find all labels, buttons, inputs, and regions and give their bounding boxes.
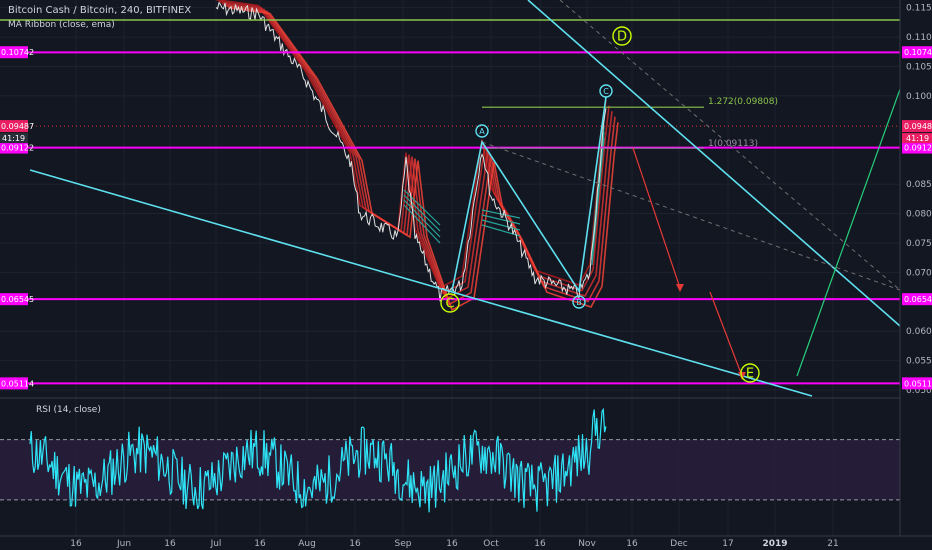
time-axis: 16 Jun 16 Jul 16 Aug 16 Sep 16 Oct 16 Nov 16 Dec 17 201… [0, 535, 932, 550]
right-countdown: 41:19 [906, 134, 929, 143]
time-tick-label: 16 [70, 539, 82, 549]
rsi-line [29, 407, 607, 513]
time-tick-label: Aug [298, 539, 316, 549]
left-price-tag [0, 377, 28, 390]
price-tick-label: 0.10000 [906, 92, 932, 102]
price-tick-label: 0.11500 [906, 4, 932, 14]
price-tick-label: 0.11000 [906, 33, 932, 43]
price-tick-label: 0.06000 [906, 327, 932, 337]
price-series [215, 1, 607, 302]
wave-label-c-big-circle [440, 293, 460, 313]
time-tick-label: 16 [626, 539, 638, 549]
left-price-tag-label: 0.09122 [1, 144, 34, 153]
lower-trendline [29, 169, 813, 397]
right-price-tag [902, 141, 932, 154]
time-tick-label: 17 [722, 539, 733, 549]
ma-ribbon-green [481, 214, 521, 225]
ma-ribbon-green [481, 224, 521, 237]
price-line [215, 1, 607, 302]
time-tick-label: Jul [210, 539, 222, 549]
right-price-tag [902, 46, 932, 59]
chart-title: Bitcoin Cash / Bitcoin, 240, BITFINEX [8, 5, 191, 16]
left-price-tag-label: 0.10742 [1, 48, 34, 57]
right-countdown-bg [902, 133, 932, 144]
wave-label-a-small: A [479, 127, 485, 136]
abc-pattern [451, 96, 607, 294]
time-tick-label: Nov [578, 539, 596, 549]
time-tick-label: 16 [446, 539, 458, 549]
time-axis-bg [0, 536, 932, 550]
wave-label-c-big: C [445, 297, 454, 312]
projection-arrow [709, 291, 743, 377]
time-tick-label: Jun [116, 539, 131, 549]
time-tick-label: 16 [534, 539, 546, 549]
right-price-tag [902, 293, 932, 306]
dashed-diagonal [481, 141, 901, 291]
price-tick-label: 0.05000 [906, 386, 932, 396]
time-tick-label: Sep [395, 539, 412, 549]
fib-1-label: 1(0.09113) [708, 139, 758, 149]
wave-label-c-small: C [603, 87, 609, 96]
rsi-label: RSI (14, close) [36, 405, 101, 415]
dashed-diagonal [559, 0, 901, 291]
right-price-tag [902, 377, 932, 390]
left-price-tag [0, 141, 28, 154]
left-price-tag-label: 0.06545 [1, 295, 34, 304]
left-price-tag-label: 0.05114 [1, 379, 34, 388]
left-price-tag [0, 293, 28, 306]
wave-label-b-small: B [576, 298, 582, 307]
wave-label-a-small-circle [475, 124, 489, 138]
time-tick-label: 16 [254, 539, 266, 549]
ma-ribbon-line [218, 0, 610, 295]
fib-1272-label: 1.272(0.09808) [708, 97, 778, 107]
ma-ribbon-green [403, 189, 441, 226]
price-tick-label: 0.10500 [906, 62, 932, 72]
time-tick-label: Oct [483, 539, 499, 549]
left-price-tag [0, 120, 28, 133]
drawings: C D E A B C [0, 0, 923, 397]
price-tick-label: 0.08000 [906, 210, 932, 220]
time-tick-label: 16 [349, 539, 361, 549]
right-price-tag-label: 0.09487 [904, 122, 932, 131]
wave-label-e-big: E [746, 367, 754, 382]
time-tick-label: 21 [827, 539, 838, 549]
upper-trendline [527, 0, 901, 327]
ma-ribbon-green [481, 219, 521, 231]
right-price-tag-label: 0.09122 [904, 144, 932, 153]
ma-ribbon-green [403, 204, 441, 244]
wave-label-b-small-circle [572, 295, 586, 309]
axis-bg [900, 0, 932, 550]
time-tick-label: Dec [670, 539, 687, 549]
time-tick-label: 16 [164, 539, 176, 549]
wave-label-d-big-circle [612, 26, 632, 46]
price-tick-label: 0.08500 [906, 180, 932, 190]
right-price-tag-label: 0.10742 [904, 48, 932, 57]
arrow-head [676, 284, 684, 292]
time-tick-label: 2019 [762, 539, 787, 549]
price-tick-label: 0.05500 [906, 357, 932, 367]
left-price-tag [0, 46, 28, 59]
left-price-tag-label: 0.09487 [1, 122, 34, 131]
wave-label-c-small-circle [599, 84, 613, 98]
indicator-label: MA Ribbon (close, ema) [8, 20, 115, 30]
right-price-tag [902, 120, 932, 133]
left-countdown-bg [0, 133, 28, 144]
wave-label-e-big-circle [740, 363, 760, 383]
ma-ribbon-green [403, 199, 441, 238]
left-countdown: 41:19 [2, 134, 25, 143]
ma-ribbon-green [403, 194, 441, 232]
projection-arrow [632, 147, 681, 289]
price-tick-label: 0.07000 [906, 268, 932, 278]
right-price-tag-label: 0.05114 [904, 379, 932, 388]
rsi-panel: 80.000060.000040.000020.0000 [0, 397, 932, 521]
right-price-tag-label: 0.06545 [904, 295, 932, 304]
price-tick-label: 0.07500 [906, 239, 932, 249]
ma-ribbon-green [591, 137, 605, 266]
wave-label-d-big: D [617, 30, 627, 45]
